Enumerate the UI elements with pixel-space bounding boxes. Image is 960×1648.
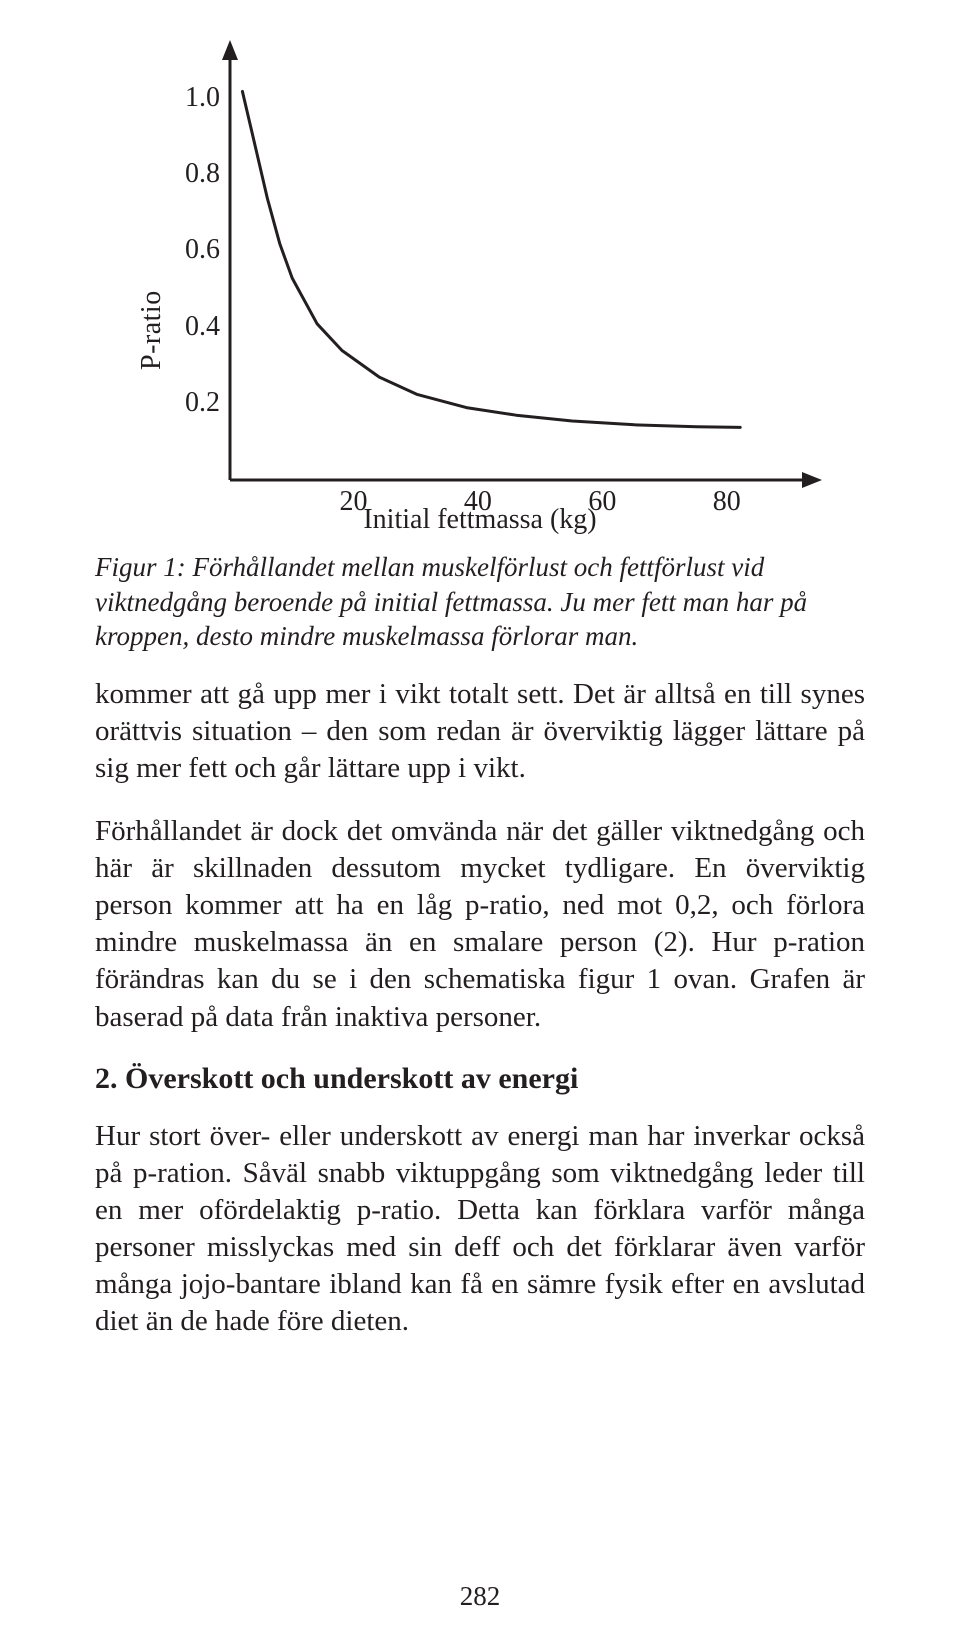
p-ratio-chart: P-ratio Initial fettmassa (kg) 1.00.80.6… bbox=[130, 40, 830, 540]
chart-x-tick: 20 bbox=[339, 486, 367, 518]
chart-y-tick: 0.8 bbox=[170, 158, 220, 190]
chart-x-tick: 40 bbox=[464, 486, 492, 518]
chart-x-tick: 80 bbox=[713, 486, 741, 518]
chart-y-tick: 0.2 bbox=[170, 387, 220, 419]
page-number: 282 bbox=[0, 1581, 960, 1612]
chart-y-tick: 0.6 bbox=[170, 234, 220, 266]
section-heading: 2. Överskott och underskott av energi bbox=[95, 1062, 865, 1096]
chart-y-tick: 0.4 bbox=[170, 311, 220, 343]
chart-y-axis-label: P-ratio bbox=[136, 290, 168, 370]
body-paragraph-3: Hur stort över- eller underskott av ener… bbox=[95, 1118, 865, 1341]
page: P-ratio Initial fettmassa (kg) 1.00.80.6… bbox=[0, 0, 960, 1648]
body-paragraph-1: kommer att gå upp mer i vikt totalt sett… bbox=[95, 676, 865, 787]
chart-y-tick: 1.0 bbox=[170, 82, 220, 114]
body-paragraph-2: Förhållandet är dock det omvända när det… bbox=[95, 813, 865, 1036]
figure-caption: Figur 1: Förhållandet mellan muskelförlu… bbox=[95, 550, 865, 654]
chart-x-tick: 60 bbox=[588, 486, 616, 518]
